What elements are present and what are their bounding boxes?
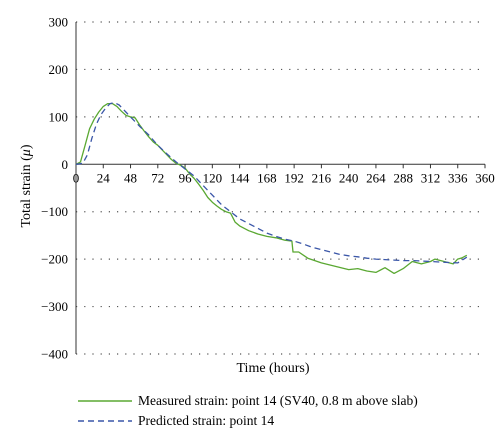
- x-tick-label: 144: [230, 170, 250, 185]
- y-tick-label: −100: [41, 204, 68, 219]
- x-axis-title: Time (hours): [237, 361, 310, 376]
- y-tick-label: 300: [49, 15, 69, 30]
- x-tick-label: 216: [312, 170, 332, 185]
- legend-label-measured: Measured strain: point 14 (SV40, 0.8 m a…: [138, 393, 418, 408]
- x-tick-labels: 0 24 48 72 96 120 144 168 192 216 240 264 288 312 336 3…: [73, 170, 495, 185]
- y-tick-label: −200: [41, 252, 68, 267]
- x-tick-label: 312: [421, 170, 441, 185]
- x-tick-label: 168: [257, 170, 277, 185]
- x-tick-label: 360: [475, 170, 495, 185]
- y-tick-label: 200: [49, 62, 69, 77]
- x-tick-label: 48: [124, 170, 137, 185]
- legend: Measured strain: point 14 (SV40, 0.8 m a…: [78, 393, 418, 428]
- y-axis-title: Total strain (μ): [19, 144, 34, 227]
- x-tick-label: 288: [393, 170, 413, 185]
- gridlines: [76, 21, 485, 355]
- x-tick-label: 24: [97, 170, 111, 185]
- series-line-predicted: [75, 101, 468, 264]
- y-tick-labels: 300 200 100 0 −100 −200 −300 −400: [41, 15, 68, 362]
- series-line-measured: [75, 102, 468, 275]
- x-tick-label: 264: [366, 170, 386, 185]
- y-axis-title-unit: μ: [19, 149, 34, 157]
- y-tick-label: 100: [49, 109, 69, 124]
- y-tick-label: 0: [62, 157, 69, 172]
- x-tick-label: 336: [448, 170, 468, 185]
- axes: [75, 22, 486, 354]
- x-tick-label: 240: [339, 170, 359, 185]
- y-tick-label: −300: [41, 299, 68, 314]
- x-tick-label: 192: [284, 170, 304, 185]
- y-axis-title-close: ): [19, 144, 34, 149]
- x-tick-label: 0: [73, 170, 80, 185]
- legend-label-predicted: Predicted strain: point 14: [138, 413, 274, 428]
- x-tick-label: 72: [151, 170, 164, 185]
- y-tick-label: −400: [41, 347, 68, 362]
- x-tick-label: 96: [179, 170, 193, 185]
- series-lines: [75, 101, 468, 275]
- x-tick-label: 120: [203, 170, 223, 185]
- y-axis-title-text: Total strain (: [19, 156, 34, 228]
